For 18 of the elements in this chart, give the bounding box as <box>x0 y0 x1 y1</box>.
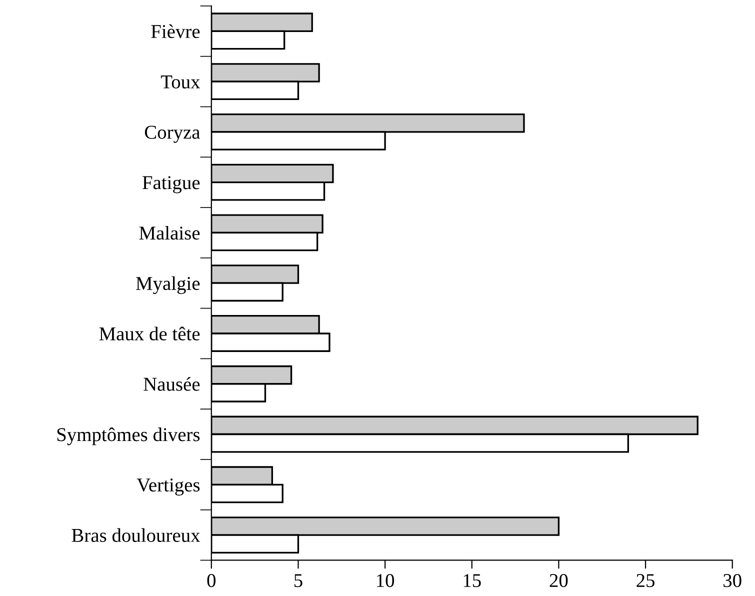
x-tick-label: 20 <box>550 574 568 588</box>
y-tick-label: Maux de tête <box>99 326 200 340</box>
y-tick-label: Fatigue <box>142 176 200 194</box>
y-tick-label: Myalgie <box>136 276 200 294</box>
x-tick-label: 5 <box>294 574 302 588</box>
x-tick-label: 25 <box>636 574 654 588</box>
x-tick-label: 10 <box>377 574 394 588</box>
y-tick-label: Vertiges <box>136 478 200 496</box>
x-tick-label: 15 <box>464 574 481 588</box>
y-tick-label: Symptômes divers <box>57 428 200 446</box>
x-tick-label: 0 <box>207 574 216 588</box>
x-tick-label: 30 <box>724 574 742 588</box>
y-tick-label: Coryza <box>144 126 200 143</box>
y-tick-label: Bras douloureux <box>72 528 200 542</box>
y-tick-label: Malaise <box>139 226 200 240</box>
y-tick-label: Fièvre <box>151 24 200 38</box>
y-tick-label: Toux <box>160 76 200 88</box>
y-tick-label: Nausée <box>144 377 200 391</box>
